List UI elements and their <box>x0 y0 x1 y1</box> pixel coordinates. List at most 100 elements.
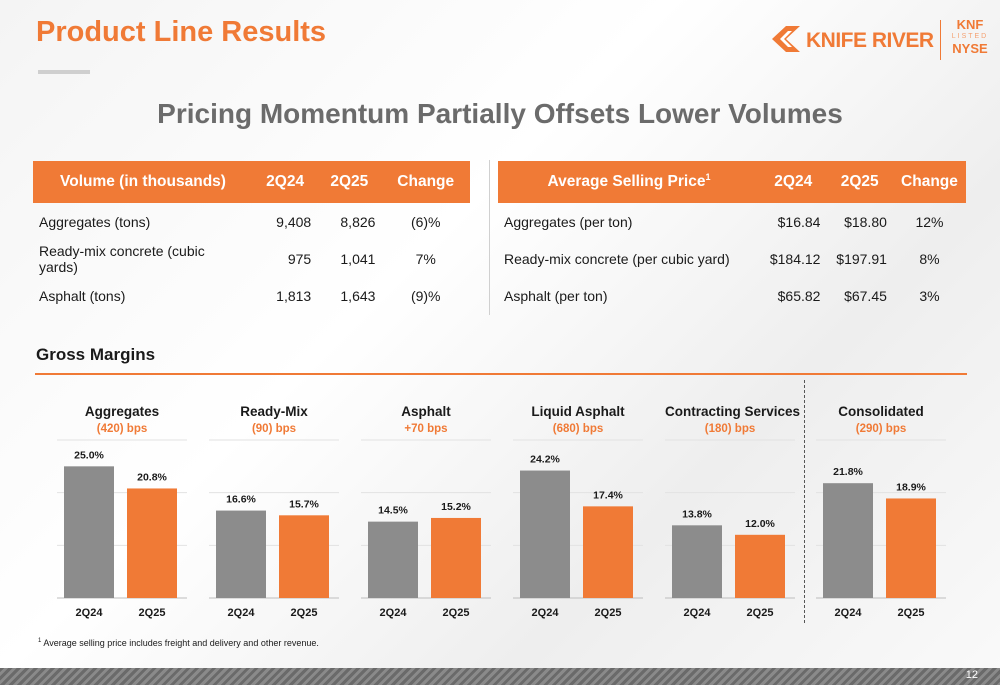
footer-bar <box>0 668 1000 685</box>
price-table: Average Selling Price1 2Q24 2Q25 Change … <box>498 161 966 314</box>
data-label: 24.2% <box>530 454 560 466</box>
bar-2q24 <box>368 521 418 598</box>
volume-row-label: Asphalt (tons) <box>39 287 126 304</box>
bar-2q25 <box>431 517 481 598</box>
category-label: 2Q25 <box>747 607 774 619</box>
chart-delta-bps: (90) bps <box>251 423 297 435</box>
logo-listed: LISTED <box>951 33 989 40</box>
category-label: 2Q24 <box>76 607 104 619</box>
gross-margins-title: Gross Margins <box>36 345 156 364</box>
logo-exchange: NYSE <box>952 41 988 56</box>
volume-table: Volume (in thousands) 2Q24 2Q25 Change A… <box>33 161 470 314</box>
volume-row-label: Aggregates (tons) <box>39 213 151 230</box>
category-label: 2Q24 <box>835 607 863 619</box>
data-label: 20.8% <box>137 471 167 483</box>
price-row-2q25: $18.80 <box>844 213 887 230</box>
table-row: Aggregates (tons) 9,408 8,826 (6)% <box>33 203 470 240</box>
price-row-2q25: $197.91 <box>836 250 887 267</box>
bar-2q25 <box>279 515 329 598</box>
chart-title: Aggregates <box>84 404 160 419</box>
data-label: 15.7% <box>289 498 319 510</box>
category-label: 2Q25 <box>443 607 470 619</box>
volume-row-change: (6)% <box>410 213 441 230</box>
footnote-marker: 1 <box>38 638 42 644</box>
data-label: 16.6% <box>226 494 256 506</box>
data-label: 13.8% <box>682 508 712 520</box>
footnote-text: Average selling price includes freight a… <box>43 638 319 648</box>
title-underline <box>38 70 90 74</box>
price-row-2q24: $16.84 <box>777 213 821 230</box>
price-row-label: Aggregates (per ton) <box>504 213 633 230</box>
bar-2q24 <box>64 466 114 598</box>
volume-col-2q25: 2Q25 <box>317 161 382 203</box>
table-row: Ready-mix concrete (per cubic yard) $184… <box>498 240 966 277</box>
logo-brand-text: KNIFE RIVER <box>806 29 934 52</box>
price-row-2q25: $67.45 <box>844 287 887 304</box>
bar-chart-svg: 21.8% 2Q24 18.9% 2Q25 <box>816 439 946 619</box>
volume-col-2q24: 2Q24 <box>253 161 318 203</box>
bar-2q24 <box>672 525 722 598</box>
bar-2q25 <box>583 506 633 598</box>
volume-row-change: 7% <box>415 250 436 267</box>
data-label: 25.0% <box>74 449 104 461</box>
data-label: 15.2% <box>441 501 471 513</box>
bar-chart-svg: 13.8% 2Q24 12.0% 2Q25 <box>665 439 795 619</box>
category-label: 2Q25 <box>139 607 166 619</box>
data-label: 17.4% <box>593 489 623 501</box>
chart-delta-bps: (420) bps <box>96 423 148 435</box>
category-label: 2Q25 <box>898 607 925 619</box>
data-label: 12.0% <box>745 518 775 530</box>
price-col-change: Change <box>892 161 966 203</box>
volume-row-2q25: 1,041 <box>340 250 376 267</box>
price-row-2q24: $184.12 <box>769 250 821 267</box>
price-col-header-text: Average Selling Price <box>547 173 706 191</box>
chart-title: Liquid Asphalt <box>531 404 625 419</box>
footnote: 1 Average selling price includes freight… <box>38 638 319 648</box>
volume-row-2q25: 1,643 <box>340 287 376 304</box>
chart-consolidated: 21.8% 2Q24 18.9% 2Q25 Consolidated (290) bp… <box>816 400 946 625</box>
data-label: 14.5% <box>378 505 408 517</box>
chart-title: Ready-Mix <box>240 404 308 419</box>
price-col-2q25: 2Q25 <box>826 161 893 203</box>
price-col-2q24: 2Q24 <box>760 161 827 203</box>
chart-liquid-asphalt: 24.2% 2Q24 17.4% 2Q25 Liquid Asphalt (680) … <box>513 400 643 625</box>
page-number: 12 <box>965 669 978 681</box>
chart-contracting-services: 13.8% 2Q24 12.0% 2Q25 Contracting Services … <box>665 400 800 625</box>
price-col-header: Average Selling Price1 <box>498 161 760 203</box>
bar-2q24 <box>216 510 266 598</box>
volume-row-2q24: 1,813 <box>276 287 312 304</box>
chart-title: Asphalt <box>401 404 451 419</box>
volume-row-change: (9)% <box>410 287 441 304</box>
logo-ticker: KNF LISTED NYSE <box>950 18 990 56</box>
volume-col-header: Volume (in thousands) <box>33 161 253 203</box>
table-row: Asphalt (per ton) $65.82 $67.45 3% <box>498 277 966 314</box>
chart-asphalt: 14.5% 2Q24 15.2% 2Q25 Asphalt +70 bps <box>361 400 491 625</box>
data-label: 21.8% <box>833 466 863 478</box>
chart-delta-bps: (680) bps <box>552 423 604 435</box>
chart-delta-bps: (180) bps <box>704 423 756 435</box>
consolidated-separator <box>804 380 805 623</box>
slide-subtitle: Pricing Momentum Partially Offsets Lower… <box>157 98 843 129</box>
table-row: Asphalt (tons) 1,813 1,643 (9)% <box>33 277 470 314</box>
chart-delta-bps: (290) bps <box>855 423 907 435</box>
bar-chart-svg: 14.5% 2Q24 15.2% 2Q25 <box>361 439 491 619</box>
volume-row-label: Ready-mix concrete (cubic yards) <box>39 242 205 275</box>
category-label: 2Q24 <box>380 607 408 619</box>
chart-delta-bps: +70 bps <box>404 423 448 435</box>
table-row: Ready-mix concrete (cubic yards) 975 1,0… <box>33 240 470 277</box>
category-label: 2Q25 <box>595 607 622 619</box>
bar-2q25 <box>735 534 785 598</box>
bar-chart-svg: 25.0% 2Q24 20.8% 2Q25 <box>57 439 187 619</box>
logo-ticker-symbol: KNF <box>956 17 984 32</box>
volume-row-2q25: 8,826 <box>340 213 376 230</box>
category-label: 2Q24 <box>684 607 712 619</box>
price-row-change: 8% <box>919 250 940 267</box>
price-table-header-row: Average Selling Price1 2Q24 2Q25 Change <box>498 161 966 203</box>
volume-table-header-row: Volume (in thousands) 2Q24 2Q25 Change <box>33 161 470 203</box>
bar-chart-svg: 16.6% 2Q24 15.7% 2Q25 <box>209 439 339 619</box>
price-col-header-footnote-ref: 1 <box>705 172 711 183</box>
bar-2q25 <box>127 488 177 598</box>
chart-title: Consolidated <box>838 404 924 419</box>
table-row: Aggregates (per ton) $16.84 $18.80 12% <box>498 203 966 240</box>
page-title: Product Line Results <box>36 16 327 48</box>
